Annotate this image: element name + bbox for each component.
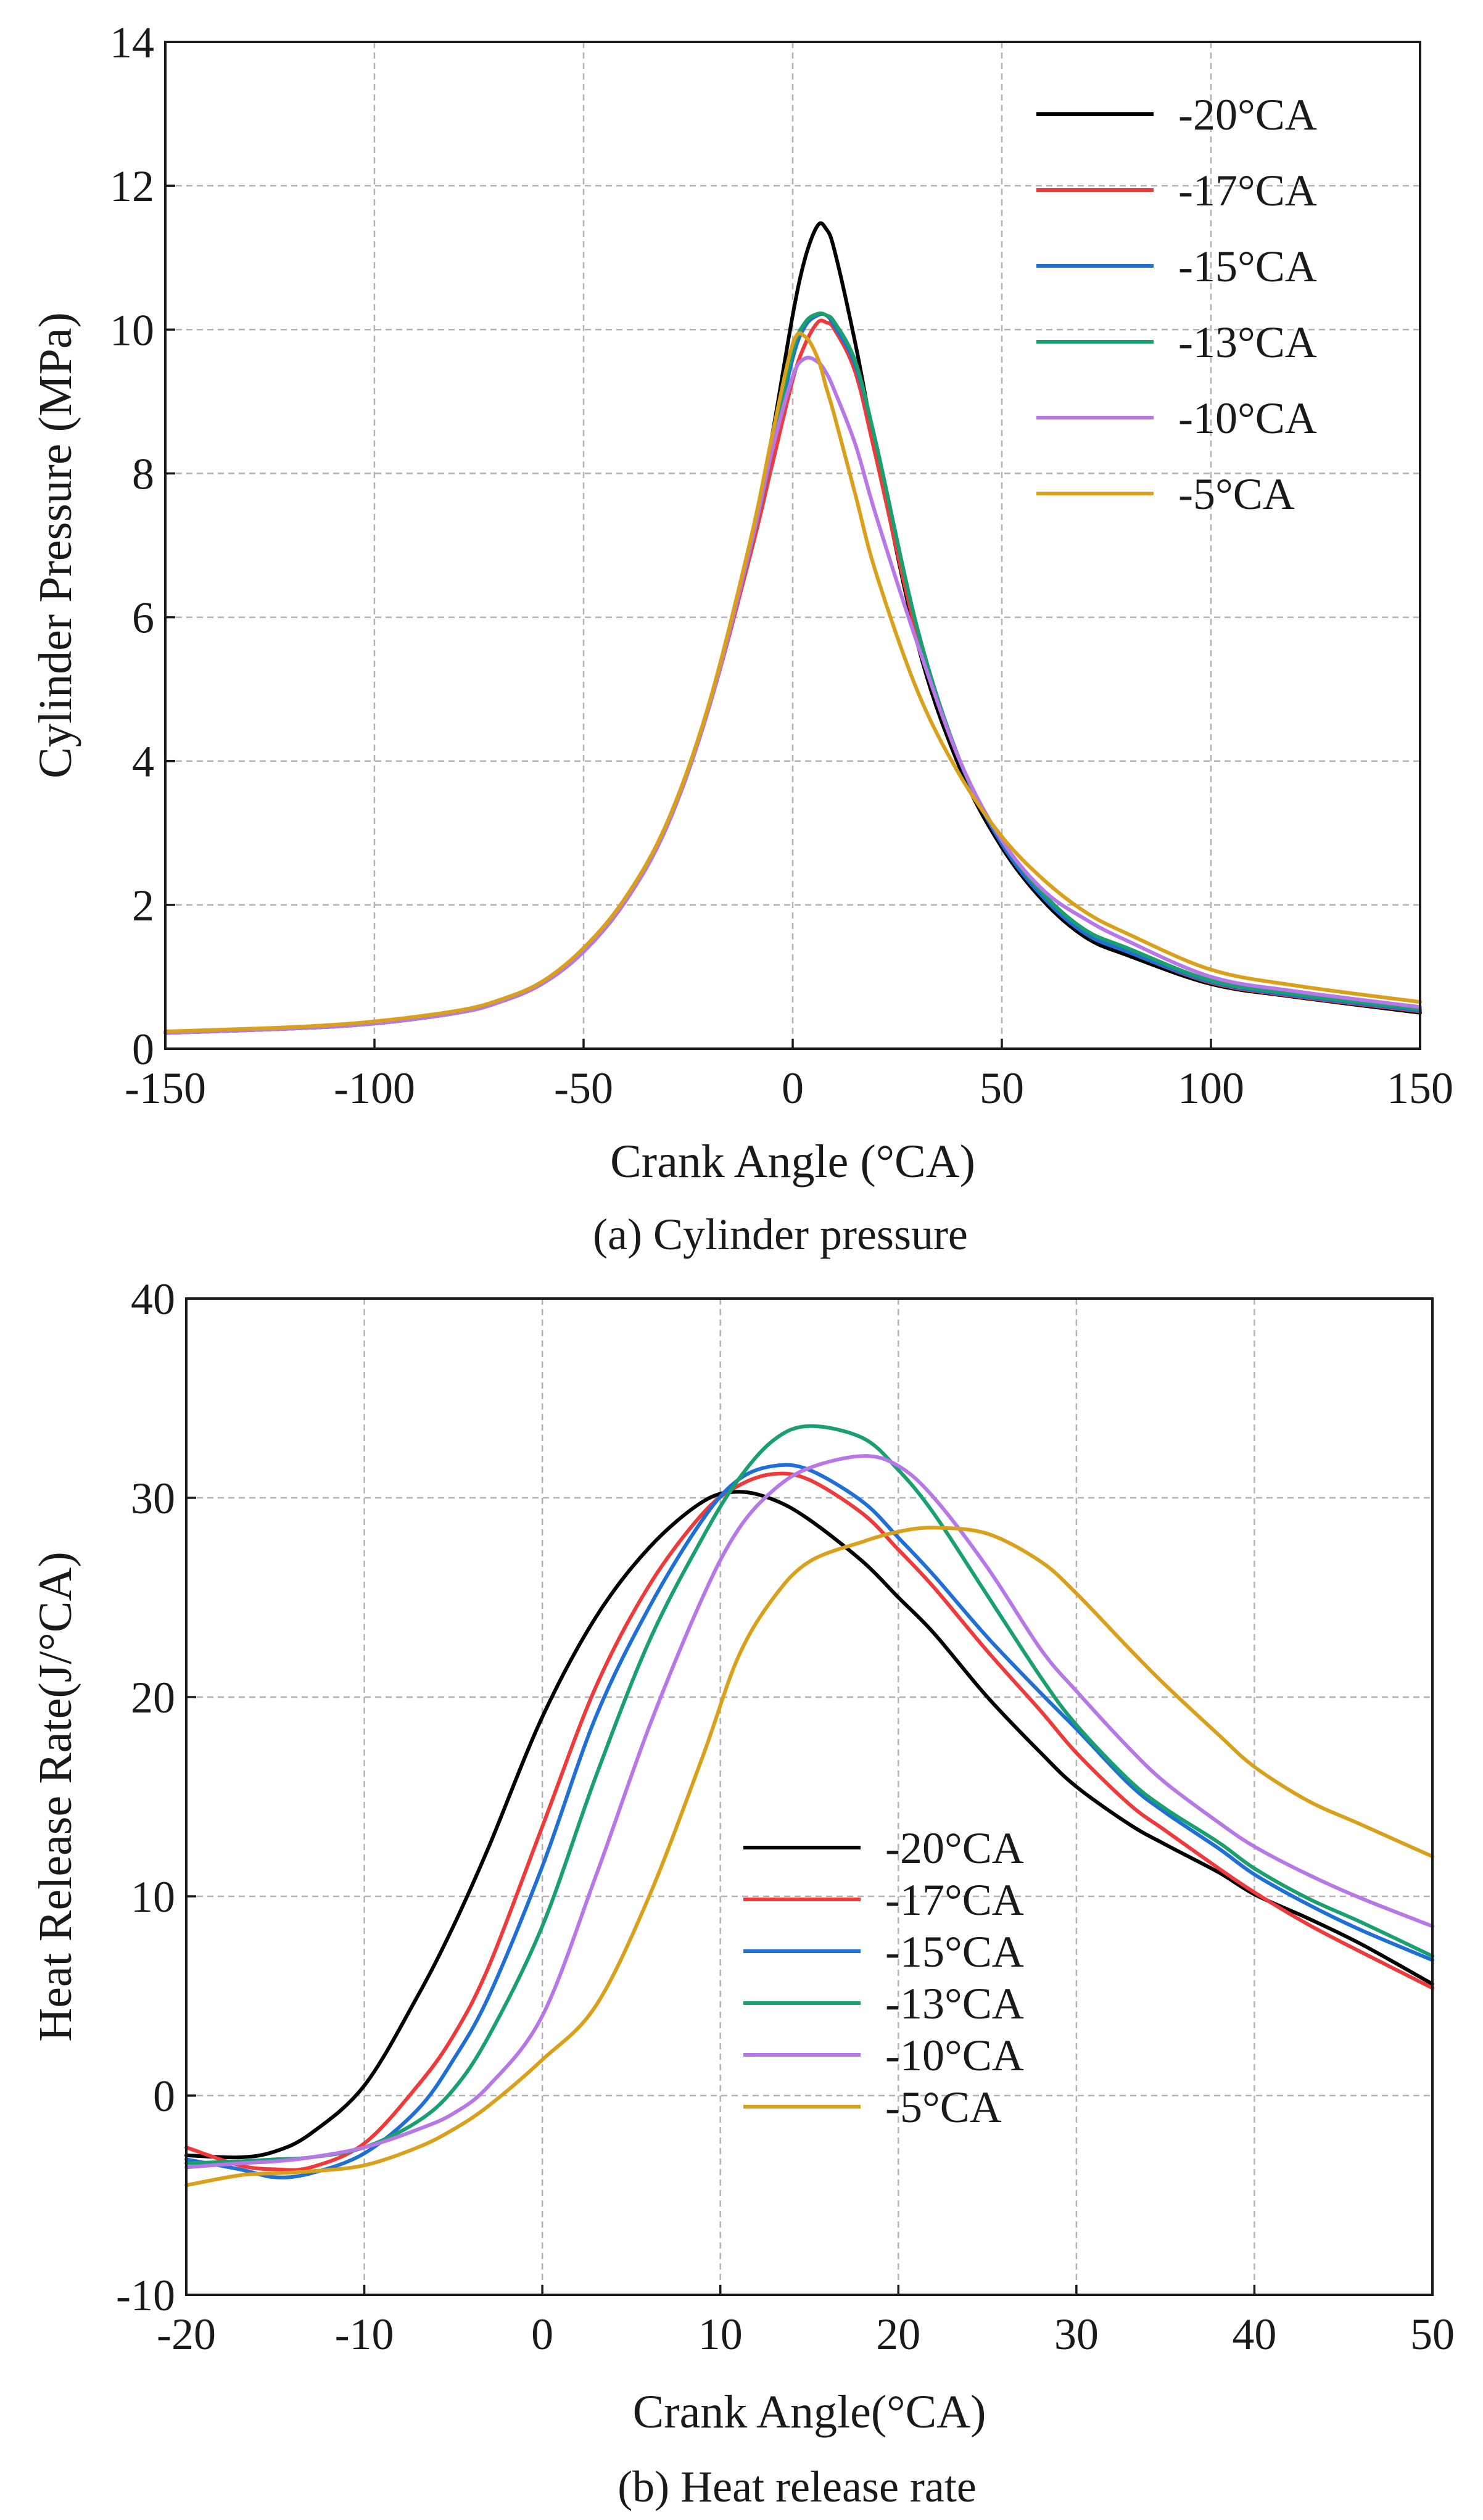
legend-label: -15°CA <box>1178 242 1317 291</box>
legend-label: -5°CA <box>885 2083 1002 2132</box>
series-line <box>184 1454 1434 2170</box>
x-tick-label: -20 <box>157 2310 216 2359</box>
y-tick-label: 10 <box>110 305 154 355</box>
legend-label: -10°CA <box>885 2031 1024 2080</box>
series-line <box>184 1526 1434 2187</box>
x-tick-label: 30 <box>1054 2310 1099 2359</box>
y-tick-label: 0 <box>132 1025 154 1074</box>
x-tick-label: 50 <box>980 1064 1024 1113</box>
legend-label: -20°CA <box>1178 90 1317 139</box>
x-tick-label: 150 <box>1387 1064 1453 1113</box>
series-line <box>163 355 1422 1035</box>
series-line <box>184 1471 1434 2172</box>
series-line <box>184 1463 1434 2179</box>
series-lines <box>163 221 1422 1035</box>
y-tick-label: 2 <box>132 881 154 930</box>
y-tick-label: 14 <box>110 18 154 67</box>
gridlines <box>186 1299 1432 2295</box>
legend-label: -20°CA <box>885 1824 1024 1873</box>
axis-ticks: -150 -100 -50 0 50 100 150 0 2 4 6 8 10 12 14 <box>110 18 1453 1113</box>
chart-caption: (a) Cylinder pressure <box>593 1210 968 1259</box>
y-tick-label: 8 <box>132 449 154 498</box>
x-tick-label: -150 <box>125 1064 206 1113</box>
series-line <box>184 1424 1434 2165</box>
legend-label: -17°CA <box>1178 166 1317 215</box>
gridlines <box>165 42 1420 1049</box>
chart-caption: (b) Heat release rate <box>618 2462 977 2511</box>
y-tick-label: 10 <box>131 1872 175 1922</box>
series-line <box>163 331 1422 1033</box>
legend-label: -10°CA <box>1178 394 1317 443</box>
y-tick-label: 6 <box>132 593 154 643</box>
x-tick-label: 50 <box>1410 2310 1455 2359</box>
legend-label: -13°CA <box>1178 318 1317 367</box>
x-tick-label: -50 <box>554 1064 613 1113</box>
x-tick-label: 100 <box>1178 1064 1244 1113</box>
y-tick-label: 0 <box>153 2072 175 2121</box>
series-lines <box>184 1424 1434 2187</box>
x-tick-label: 40 <box>1232 2310 1276 2359</box>
x-tick-label: 0 <box>531 2310 553 2359</box>
legend-label: -17°CA <box>885 1875 1024 1925</box>
legend: -20°CA-17°CA-15°CA-13°CA-10°CA-5°CA <box>743 1824 1024 2132</box>
y-tick-label: 30 <box>131 1474 175 1523</box>
x-tick-label: 10 <box>698 2310 743 2359</box>
y-axis-title: Cylinder Pressure (MPa) <box>30 312 81 779</box>
y-tick-label: -10 <box>116 2271 175 2320</box>
x-tick-label: 0 <box>782 1064 804 1113</box>
plot-frame <box>185 1297 1434 2296</box>
legend: -20°CA -17°CA -15°CA -13°CA -10°CA -5°CA <box>1036 90 1317 519</box>
y-tick-label: 12 <box>110 162 154 211</box>
x-axis-title: Crank Angle (°CA) <box>610 1136 975 1188</box>
legend-label: -13°CA <box>885 1979 1024 2028</box>
x-axis-title: Crank Angle(°CA) <box>633 2386 986 2438</box>
y-tick-label: 4 <box>132 737 154 787</box>
x-tick-label: 20 <box>876 2310 920 2359</box>
x-tick-label: -10 <box>335 2310 394 2359</box>
y-axis-title: Heat Release Rate(J/°CA) <box>30 1551 81 2041</box>
y-tick-label: 20 <box>131 1673 175 1722</box>
legend-label: -15°CA <box>885 1927 1024 1977</box>
x-tick-label: -100 <box>334 1064 415 1113</box>
y-tick-label: 40 <box>131 1274 175 1324</box>
series-line <box>184 1490 1434 2160</box>
legend-label: -5°CA <box>1178 469 1295 519</box>
